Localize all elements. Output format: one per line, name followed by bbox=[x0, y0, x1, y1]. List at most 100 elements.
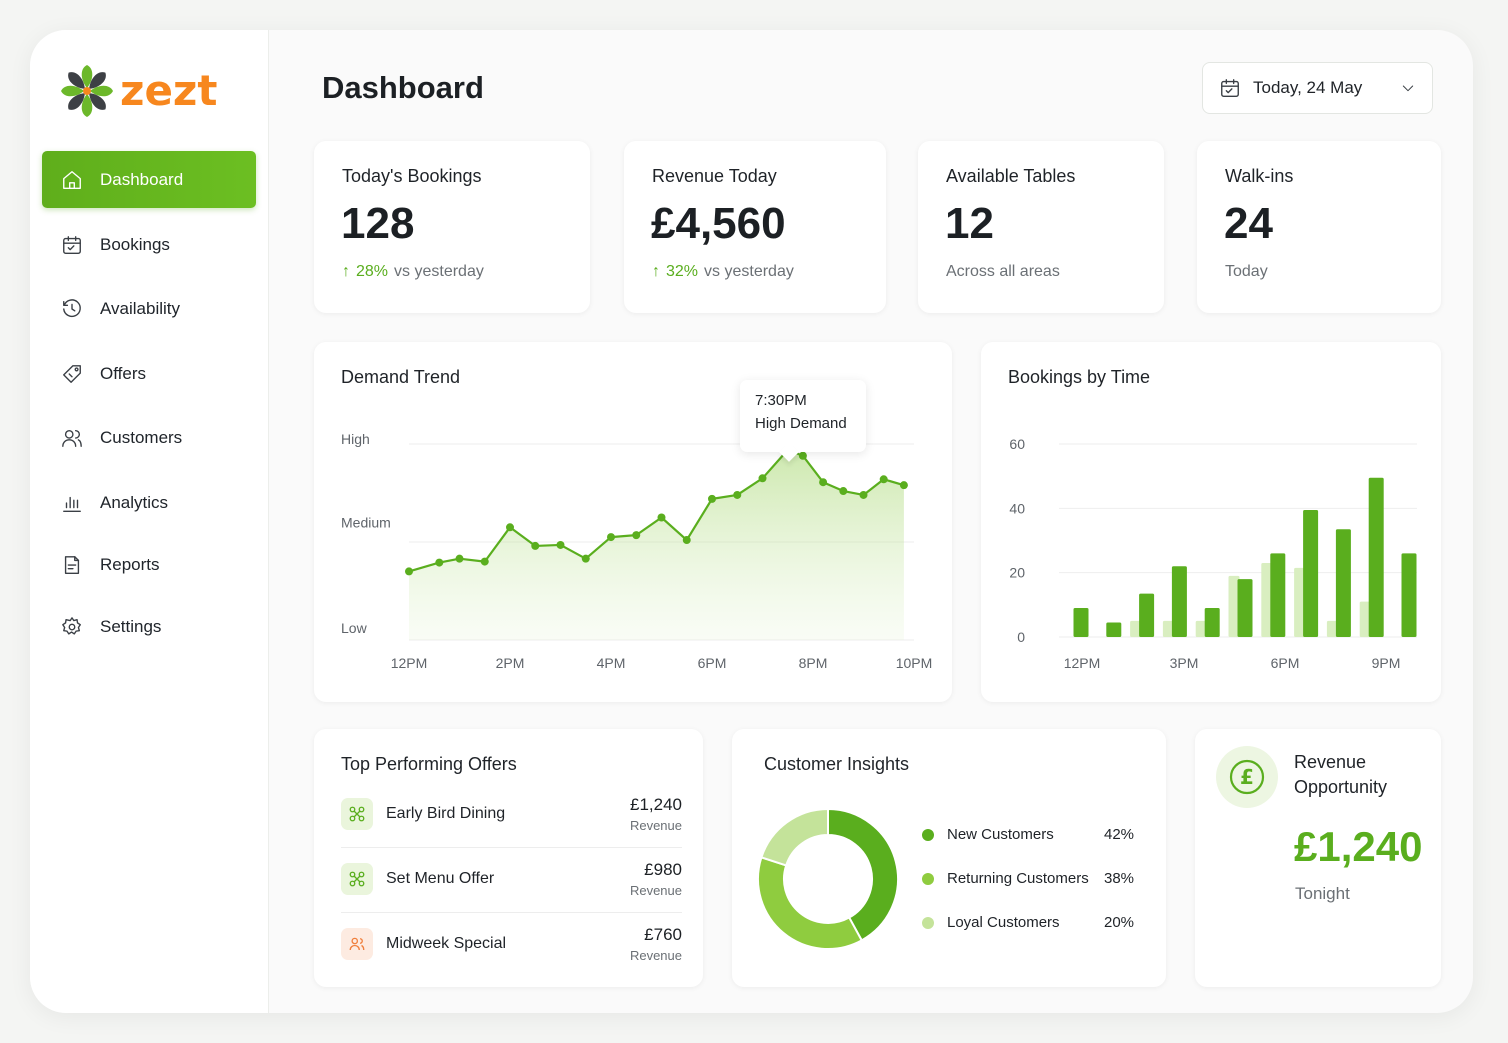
sidebar-item-label: Reports bbox=[100, 554, 160, 574]
list-item[interactable]: Early Bird Dining £1,240 Revenue bbox=[341, 781, 682, 846]
stat-title: Today's Bookings bbox=[342, 166, 482, 186]
sidebar-item-label: Customers bbox=[100, 427, 183, 447]
calendar-icon bbox=[1221, 79, 1239, 97]
bar-secondary bbox=[1261, 563, 1273, 637]
calendar-icon bbox=[60, 233, 84, 257]
sidebar-item-label: Bookings bbox=[100, 234, 170, 254]
x-tick-label: 8PM bbox=[799, 655, 828, 671]
bar bbox=[1073, 608, 1089, 637]
stat-title: Walk-ins bbox=[1225, 166, 1294, 186]
legend-label: New Customers bbox=[947, 826, 1054, 843]
bar-secondary bbox=[1162, 620, 1174, 637]
data-point bbox=[733, 490, 742, 499]
y-tick-label: Medium bbox=[341, 514, 391, 530]
data-point bbox=[455, 554, 464, 563]
data-point bbox=[708, 494, 716, 503]
sidebar-item-reports[interactable]: Reports bbox=[42, 536, 256, 593]
sidebar-item-label: Availability bbox=[100, 298, 181, 318]
customer-insights-card: Customer Insights New Customers 42% Retu… bbox=[732, 729, 1166, 987]
date-picker-label: Today, 24 May bbox=[1253, 78, 1363, 97]
divider bbox=[341, 912, 682, 913]
offer-caption: Revenue bbox=[629, 882, 682, 898]
date-picker[interactable]: Today, 24 May bbox=[1202, 62, 1433, 114]
pound-icon: £ bbox=[1216, 746, 1278, 808]
data-point bbox=[435, 558, 444, 567]
offer-link-icon bbox=[341, 797, 373, 830]
card-title: Bookings by Time bbox=[1008, 367, 1151, 387]
report-icon bbox=[60, 553, 84, 577]
legend-label: Returning Customers bbox=[947, 870, 1089, 887]
sidebar-item-label: Analytics bbox=[100, 492, 169, 512]
opportunity-value: £1,240 bbox=[1294, 823, 1423, 870]
sidebar-item-settings[interactable]: Settings bbox=[42, 598, 256, 655]
sidebar-item-customers[interactable]: Customers bbox=[42, 409, 256, 466]
users-icon bbox=[60, 426, 84, 450]
stat-value: 128 bbox=[341, 199, 415, 248]
bar-secondary bbox=[1359, 601, 1371, 637]
data-point bbox=[607, 533, 615, 542]
bar-secondary bbox=[1326, 620, 1338, 637]
list-item[interactable]: Midweek Special £760 Revenue bbox=[341, 911, 682, 976]
data-point bbox=[879, 475, 888, 484]
legend-label: Loyal Customers bbox=[947, 914, 1060, 931]
top-offers-card: Top Performing Offers Early Bird Dining … bbox=[314, 729, 703, 987]
sidebar-item-label: Offers bbox=[100, 363, 146, 383]
x-tick-label: 9PM bbox=[1372, 655, 1401, 671]
legend-item-returning: Returning Customers bbox=[922, 870, 1089, 887]
stat-change-value: 32% bbox=[666, 263, 699, 280]
stat-card-bookings: Today's Bookings 128 ↑ 28% vs yesterday bbox=[314, 141, 590, 313]
stat-change: ↑ 28% vs yesterday bbox=[342, 263, 484, 281]
legend-dot bbox=[922, 916, 934, 929]
x-tick-label: 6PM bbox=[698, 655, 727, 671]
sidebar-item-availability[interactable]: Availability bbox=[42, 280, 256, 337]
legend-item-loyal: Loyal Customers bbox=[922, 914, 1060, 931]
data-point bbox=[506, 523, 514, 532]
logo[interactable]: zezt bbox=[60, 64, 217, 118]
stat-sub: Today bbox=[1225, 263, 1268, 280]
data-point bbox=[798, 451, 807, 460]
offer-amount: £760 bbox=[644, 924, 682, 944]
bar bbox=[1368, 477, 1384, 637]
tooltip-time: 7:30PM bbox=[755, 392, 807, 409]
stat-change-suffix: vs yesterday bbox=[704, 263, 794, 280]
bar-secondary bbox=[1130, 620, 1142, 637]
bar bbox=[1139, 593, 1155, 637]
data-point bbox=[899, 481, 908, 490]
legend-dot bbox=[922, 872, 934, 885]
sidebar-item-analytics[interactable]: Analytics bbox=[42, 474, 256, 531]
opportunity-title-line1: Revenue bbox=[1294, 752, 1367, 772]
customer-insights-donut bbox=[757, 807, 899, 950]
bar bbox=[1401, 553, 1417, 637]
bar bbox=[1171, 566, 1187, 637]
divider bbox=[341, 847, 682, 848]
data-point bbox=[581, 554, 590, 563]
data-point bbox=[556, 540, 565, 549]
sidebar-item-bookings[interactable]: Bookings bbox=[42, 216, 256, 273]
sidebar: zezt Dashboard Bookings Availability Off… bbox=[30, 30, 269, 1013]
app-window: zezt Dashboard Bookings Availability Off… bbox=[30, 30, 1473, 1013]
data-point bbox=[632, 531, 641, 540]
sidebar-item-dashboard[interactable]: Dashboard bbox=[42, 151, 256, 208]
opportunity-title-line2: Opportunity bbox=[1294, 777, 1388, 797]
demand-line bbox=[408, 448, 905, 573]
sidebar-item-offers[interactable]: Offers bbox=[42, 345, 256, 402]
data-point bbox=[657, 513, 666, 522]
arrow-up-icon: ↑ bbox=[342, 263, 350, 280]
stat-card-walkins: Walk-ins 24 Today bbox=[1197, 141, 1441, 313]
offer-name: Set Menu Offer bbox=[386, 869, 495, 887]
stat-card-revenue: Revenue Today £4,560 ↑ 32% vs yesterday bbox=[624, 141, 886, 313]
data-point bbox=[480, 557, 489, 566]
chevron-down-icon bbox=[1402, 85, 1414, 92]
revenue-opportunity-card: £ Revenue Opportunity £1,240 Tonight bbox=[1195, 729, 1441, 987]
stat-value: £4,560 bbox=[651, 199, 786, 248]
data-point bbox=[531, 541, 540, 550]
list-item[interactable]: Set Menu Offer £980 Revenue bbox=[341, 846, 682, 911]
bar bbox=[1303, 509, 1319, 637]
y-tick-label: High bbox=[341, 431, 370, 447]
legend-pct: 20% bbox=[1104, 914, 1135, 931]
stat-sub: Across all areas bbox=[946, 263, 1060, 280]
y-tick-label: 20 bbox=[1009, 565, 1025, 581]
card-title: Demand Trend bbox=[341, 367, 461, 387]
bar bbox=[1335, 529, 1351, 637]
svg-text:£: £ bbox=[1240, 765, 1254, 789]
